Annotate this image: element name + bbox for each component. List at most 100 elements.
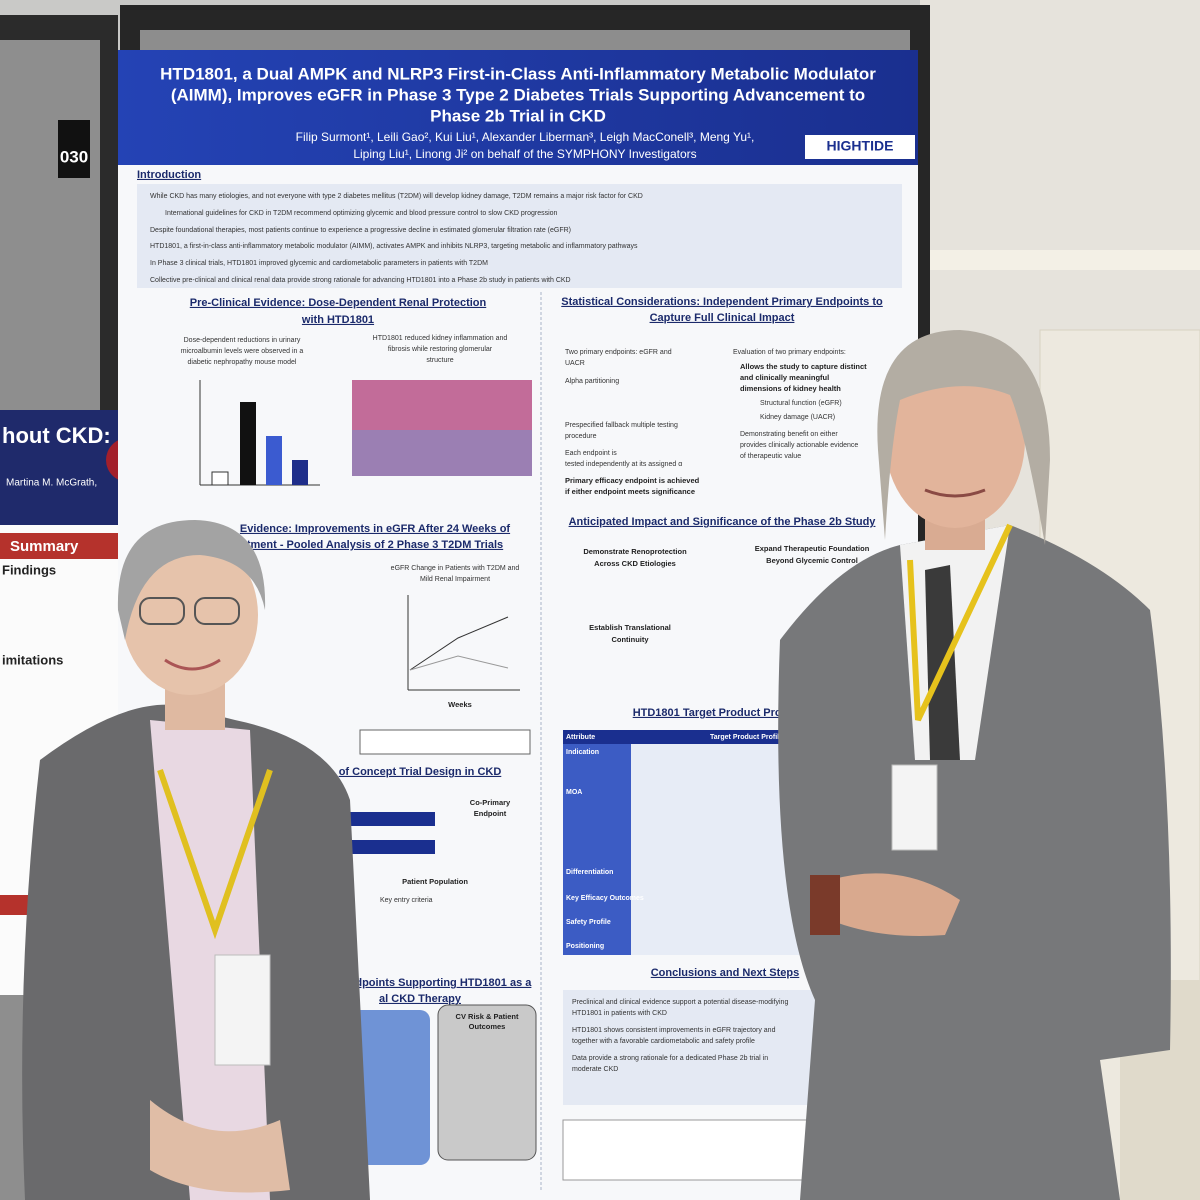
conclusion-bullet: together with a favorable cardiometaboli…: [572, 1038, 755, 1045]
left-poster-title: hout CKD:: [2, 423, 111, 448]
lanyard: [157, 769, 273, 940]
stat-bullet: Evaluation of two primary endpoints:: [733, 349, 846, 356]
glasses: [194, 597, 240, 625]
tpp-row: Safety Profile: [566, 919, 611, 926]
poster-title: HTD1801, a Dual AMPK and NLRP3 First-in-…: [160, 64, 876, 83]
goal-title: Beyond Glycemic Control: [766, 556, 858, 565]
face: [122, 535, 258, 695]
section-heading: Statistical Considerations: Independent …: [561, 296, 883, 308]
tpp-row: Indication: [566, 749, 599, 756]
tpp-col: Target Product Profile for H: [710, 734, 801, 741]
logo-bg: [805, 135, 915, 159]
booth-sign: [58, 120, 90, 178]
section-heading: Evidence: Improvements in eGFR After 24 …: [240, 523, 511, 535]
goal-title: Across CKD Etiologies: [594, 559, 676, 568]
intro-bullet: Despite foundational therapies, most pat…: [150, 227, 571, 234]
caption: diabetic nephropathy mouse model: [188, 359, 297, 366]
histology-image: [352, 430, 532, 476]
red-band: [0, 895, 28, 915]
hands: [150, 1100, 290, 1193]
outcome-box: [437, 1004, 537, 1161]
conclusion-bullet: HTD1801 shows consistent improvements in…: [572, 1027, 776, 1034]
stat-bullet: Demonstrating benefit on either: [740, 431, 838, 438]
smile: [164, 658, 221, 671]
section-heading: Conclusions and Next Steps: [651, 967, 800, 979]
section-heading: Anticipated Impact and Significance of t…: [569, 516, 877, 528]
goal-title: Demonstrate Renoprotection: [583, 547, 687, 556]
chart-bar: [240, 402, 256, 485]
arm-bar: [340, 840, 435, 854]
tpp-row: Positioning: [566, 943, 604, 950]
stat-bullet: provides clinically actionable evidence: [740, 442, 858, 449]
section-heading: of Concept Trial Design in CKD: [339, 766, 502, 778]
poster-title: (AIMM), Improves eGFR in Phase 3 Type 2 …: [171, 85, 865, 104]
conclusion-bullet: HTD1801 in patients with CKD: [572, 1010, 667, 1017]
goal-title: Expand Therapeutic Foundation: [755, 544, 870, 553]
data-table: [359, 729, 531, 755]
stat-bullet: Each endpoint is: [565, 450, 617, 457]
goal-title: Establish Translational: [589, 623, 671, 632]
section-heading: tment - Pooled Analysis of 2 Phase 3 T2D…: [247, 539, 503, 551]
person-left: [22, 520, 371, 1200]
stat-bullet: UACR: [565, 360, 585, 367]
intro-bullet: In Phase 3 clinical trials, HTD1801 impr…: [150, 260, 488, 267]
molding: [925, 250, 1200, 270]
stat-bullet: Primary efficacy endpoint is achieved: [565, 476, 700, 485]
findings-heading: Findings: [2, 562, 56, 577]
stat-right: Evaluation of two primary endpoints: All…: [733, 349, 867, 460]
stat-bullet: Structural function (eGFR): [760, 400, 842, 407]
chart-line: [409, 655, 509, 671]
summary-heading: Summary: [10, 538, 79, 555]
badge: [891, 764, 938, 851]
section-heading: ndpoints Supporting HTD1801 as a: [349, 977, 533, 989]
poster-title: Phase 2b Trial in CKD: [430, 106, 606, 125]
stat-left: Two primary endpoints: eGFR and UACR Alp…: [565, 349, 700, 496]
caption: microalbumin levels were observed in a: [181, 348, 304, 355]
poster-authors: Liping Liu¹, Linong Ji² on behalf of the…: [353, 147, 696, 161]
badge: [214, 954, 271, 1066]
tpp-col: Attribute: [566, 734, 595, 741]
suit: [778, 525, 1171, 1200]
person-right: [778, 330, 1171, 1200]
stat-bullet: if either endpoint meets significance: [565, 487, 695, 496]
intro-box: [137, 184, 902, 288]
box-title: CV Risk & Patient: [456, 1012, 519, 1021]
section-heading: Introduction: [137, 169, 201, 181]
intro-bullet: International guidelines for CKD in T2DM…: [165, 210, 558, 217]
bracelets: [810, 875, 840, 935]
section-heading: HTD1801 Target Product Profile F: [633, 707, 808, 719]
stat-bullet: procedure: [565, 433, 597, 440]
box-title: Outcomes: [469, 1022, 506, 1031]
hair: [877, 330, 1050, 545]
limitations-heading: imitations: [2, 652, 63, 667]
chart-line: [409, 616, 509, 671]
stat-bullet: Alpha partitioning: [565, 378, 619, 385]
logo: HIGHTIDE: [827, 138, 894, 154]
endpoint-label: Endpoint: [474, 809, 507, 818]
face: [885, 352, 1025, 528]
stat-bullet: tested independently at its assigned α: [565, 461, 682, 468]
booth-number: 030: [60, 147, 88, 166]
stat-bullet: and clinically meaningful: [740, 373, 829, 382]
stat-bullet: Kidney damage (UACR): [760, 414, 835, 421]
tpp-row: MOA: [566, 789, 582, 796]
poster-header: [118, 50, 918, 165]
stat-bullet: dimensions of kidney health: [740, 384, 841, 393]
section-heading: al CKD Therapy: [379, 993, 462, 1005]
poster-authors: Filip Surmont¹, Leili Gao², Kui Liu¹, Al…: [296, 130, 755, 144]
hair: [117, 520, 266, 640]
stat-bullet: Prespecified fallback multiple testing: [565, 422, 678, 429]
hands: [830, 873, 960, 936]
conclusion-bullet: Data provide a strong rationale for a de…: [572, 1055, 768, 1062]
shirt: [150, 720, 270, 1200]
arm-bar: [340, 812, 435, 826]
summary-band: [0, 533, 140, 559]
caption: structure: [426, 357, 453, 364]
goal-title: Continuity: [611, 635, 649, 644]
caption: Dose-dependent reductions in urinary: [184, 337, 301, 344]
chart-title: eGFR Change in Patients with T2DM and: [391, 565, 520, 572]
stat-bullet: Allows the study to capture distinct: [740, 362, 867, 371]
section-heading: Capture Full Clinical Impact: [650, 312, 795, 324]
caption: HTD1801 reduced kidney inflammation and: [373, 335, 508, 342]
